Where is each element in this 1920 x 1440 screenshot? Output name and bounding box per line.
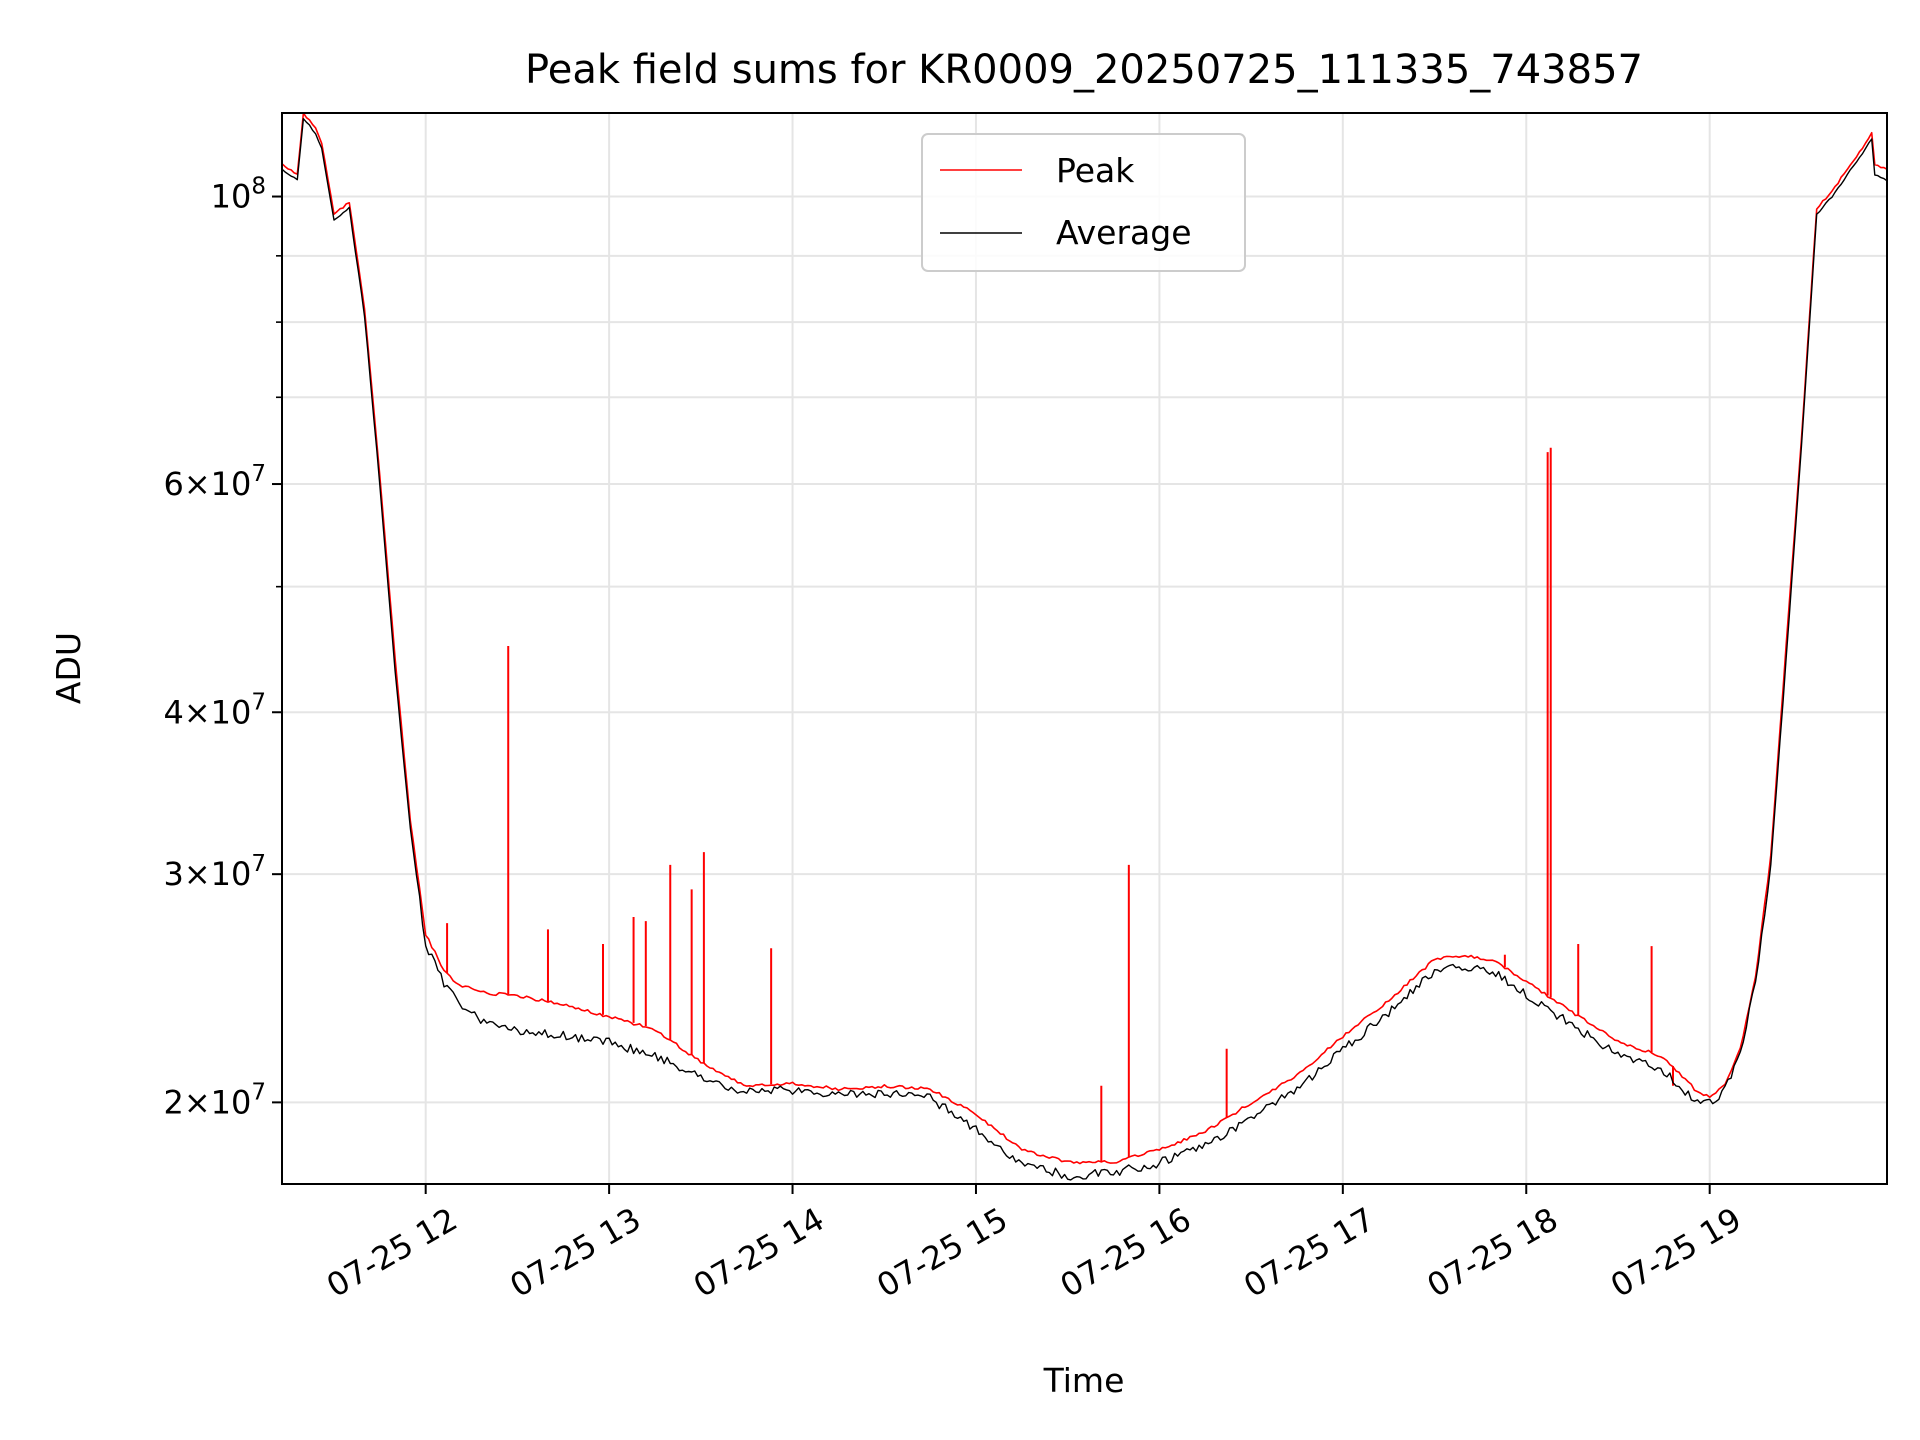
- legend-label-peak: Peak: [1056, 151, 1135, 190]
- y-tick-label: 4×107: [163, 689, 266, 731]
- y-axis-label: ADU: [49, 632, 88, 704]
- y-tick-label: 3×107: [163, 851, 266, 893]
- y-axis: 2×107 3×107 4×107 6×107 108: [163, 174, 282, 1121]
- legend-label-average: Average: [1056, 213, 1192, 252]
- x-axis-label: Time: [1043, 1361, 1125, 1400]
- y-tick-label: 108: [211, 174, 266, 216]
- grid: [282, 113, 1887, 1184]
- legend-box: [921, 133, 1246, 272]
- series-line-peak: [281, 112, 1888, 1165]
- series-layer: [281, 112, 1888, 1181]
- legend: Peak Average: [921, 133, 1246, 272]
- chart-title: Peak field sums for KR0009_20250725_1113…: [525, 47, 1643, 93]
- y-tick-label: 6×107: [163, 461, 266, 503]
- series-line-average: [281, 118, 1888, 1181]
- plot-frame: [281, 112, 1888, 1185]
- y-tick-label: 2×107: [163, 1079, 266, 1121]
